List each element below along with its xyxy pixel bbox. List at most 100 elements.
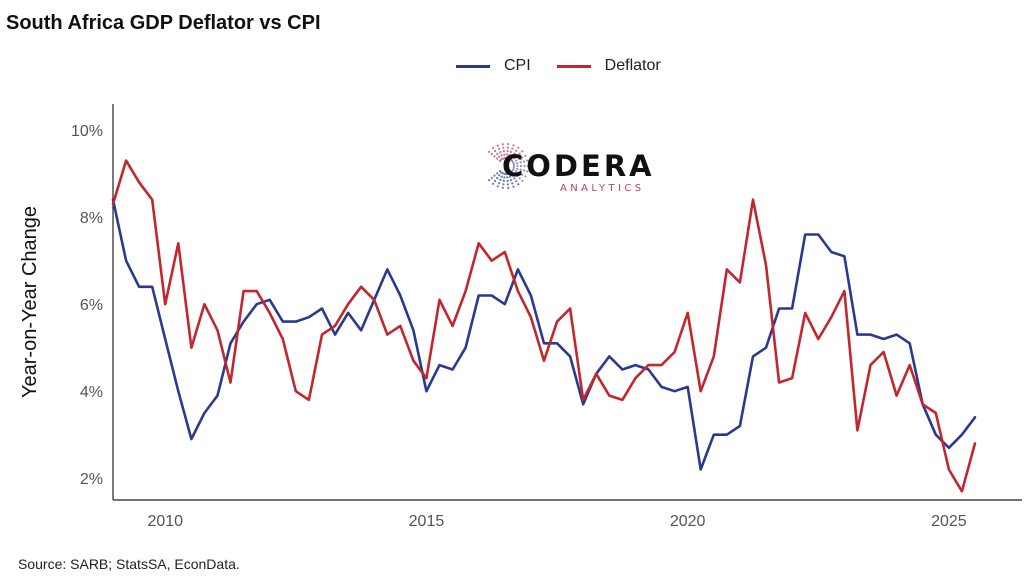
logo-dot [512, 164, 516, 168]
logo-dot [512, 185, 515, 188]
source-note: Source: SARB; StatsSA, EconData. [18, 556, 240, 572]
logo-dot [505, 172, 508, 176]
logo-dot [511, 174, 514, 177]
logo-dot [523, 164, 526, 168]
logo-dot [515, 149, 518, 152]
logo-dot [507, 172, 510, 175]
logo-dot [499, 178, 502, 181]
logo-dot [511, 168, 515, 171]
logo-dot [490, 176, 493, 179]
logo-dot [521, 179, 524, 182]
logo-dot [503, 157, 506, 160]
y-axis-label: Year-on-Year Change [19, 206, 41, 398]
logo-dot [493, 155, 496, 158]
logo-dot [519, 168, 522, 171]
logo-dot [488, 179, 491, 182]
logo-sub: ANALYTICS [560, 183, 645, 194]
logo-dot [494, 149, 497, 153]
logo-dot [509, 171, 512, 174]
logo-dot [513, 157, 516, 160]
logo-dot [515, 170, 518, 173]
logo-dot [513, 152, 516, 155]
logo-dot [499, 151, 502, 154]
logo-dot [498, 182, 501, 185]
logo-dot [502, 146, 505, 149]
logo-dot [507, 143, 510, 146]
y-tick-label: 8% [80, 210, 103, 227]
logo-dot [513, 172, 516, 175]
series-line-cpi [111, 198, 977, 471]
logo-dot [502, 150, 505, 153]
logo-dot [498, 174, 501, 177]
legend-item-deflator: Deflator [556, 57, 661, 75]
logo-dot [506, 153, 509, 156]
logo-dot [507, 186, 510, 189]
logo-dot [496, 144, 499, 147]
logo-dot [505, 156, 508, 160]
logo-dot [511, 147, 514, 150]
logo-dot [501, 157, 505, 160]
x-tick-label: 2020 [670, 513, 706, 530]
logo-dot [502, 179, 505, 182]
logo-dot [501, 186, 504, 189]
logo-dot [492, 147, 495, 150]
logo-dot [510, 179, 513, 182]
y-tick-label: 6% [80, 297, 103, 314]
logo-dot [517, 183, 520, 186]
logo-dot [496, 157, 499, 160]
logo-dot [513, 177, 516, 180]
x-tick-label: 2025 [931, 513, 967, 530]
logo-dot [515, 180, 518, 183]
legend-label-cpi: CPI [504, 57, 531, 74]
logo-dot [512, 163, 515, 166]
logo-dot [506, 146, 509, 149]
axes: 2% 4% 6% 8% 10% 2010 2015 2020 2025 [71, 104, 1022, 530]
logo-dot [519, 161, 522, 164]
logo-dot [503, 176, 506, 179]
y-tick-label: 4% [80, 384, 103, 401]
logo-dot [526, 164, 530, 168]
x-tick-label: 2015 [409, 513, 445, 530]
logo-dot [512, 144, 515, 147]
logo-dot [496, 177, 499, 180]
y-tick-label: 10% [71, 123, 103, 140]
logo-dot [518, 177, 521, 180]
logo-dot [498, 159, 501, 162]
logo-dot [511, 182, 514, 185]
logo-dot [498, 170, 501, 173]
logo-dot [522, 160, 526, 163]
legend-item-cpi: CPI [456, 57, 531, 75]
logo-dot [517, 146, 520, 149]
codera-logo-mark [488, 143, 530, 189]
x-tick-label: 2010 [147, 513, 183, 530]
logo-dot [526, 159, 529, 162]
logo-dot [494, 179, 497, 183]
logo-dot [516, 174, 519, 178]
logo-dot [524, 154, 527, 157]
logo-dot [508, 175, 511, 178]
logo-name: CODERA [502, 149, 655, 183]
logo-dot [518, 171, 521, 175]
logo-dot [508, 154, 511, 157]
logo-dot [516, 162, 519, 165]
logo-dot [500, 175, 503, 178]
logo-dot [493, 174, 496, 177]
legend-swatch-deflator [556, 64, 591, 68]
logo-dot [522, 169, 526, 172]
logo-dot [488, 150, 491, 153]
logo-dot [512, 166, 515, 169]
logo-dot [500, 154, 503, 157]
logo-dot [518, 152, 521, 155]
legend-label-deflator: Deflator [604, 57, 661, 74]
logo-dot [516, 167, 519, 170]
logo-dot [503, 153, 506, 156]
series-line-deflator [111, 159, 977, 493]
logo-dot [496, 152, 499, 155]
logo-dot [526, 170, 529, 173]
logo-dot [518, 157, 521, 161]
logo-dot [496, 172, 499, 175]
logo-dot [506, 179, 509, 182]
logo-dot [521, 173, 524, 176]
logo-dot [500, 158, 503, 161]
